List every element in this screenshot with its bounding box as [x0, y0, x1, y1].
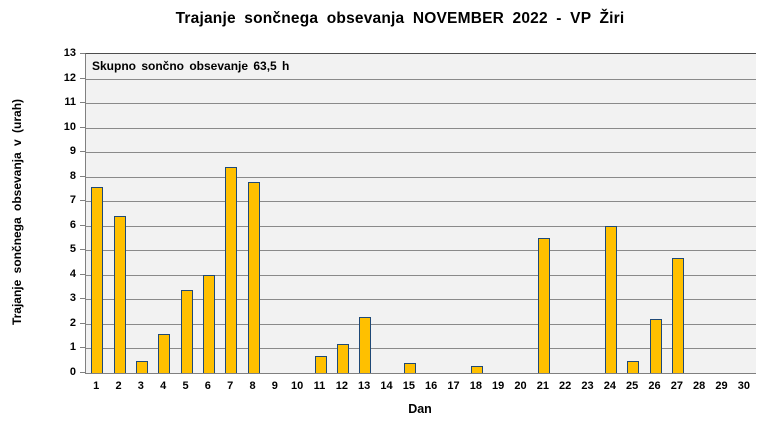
x-tick-label: 13 — [358, 380, 371, 392]
bar-day-5 — [180, 289, 193, 373]
x-axis-title: Dan — [408, 402, 432, 416]
bar-day-27 — [671, 257, 684, 373]
x-tick-label: 30 — [737, 380, 750, 392]
y-tick-label: 1 — [69, 341, 76, 354]
y-tick — [80, 372, 85, 373]
y-tick — [80, 224, 85, 226]
y-tick-label: 2 — [69, 316, 76, 329]
y-tick — [80, 126, 85, 128]
bar-day-26 — [649, 319, 662, 373]
x-tick-label: 21 — [536, 380, 549, 392]
x-tick-label: 18 — [469, 380, 482, 392]
x-tick-label: 8 — [249, 380, 256, 392]
bar-day-8 — [247, 181, 260, 373]
x-tick-label: 19 — [492, 380, 505, 392]
x-tick-label: 22 — [559, 380, 572, 392]
y-tick-label: 11 — [64, 96, 76, 109]
y-tick-label: 7 — [69, 194, 76, 207]
gridline — [86, 78, 756, 80]
y-tick — [80, 200, 85, 202]
y-tick — [80, 273, 85, 275]
chart-title: Trajanje sončnega obsevanja NOVEMBER 202… — [175, 10, 625, 27]
gridline — [86, 127, 756, 129]
y-tick-label: 12 — [63, 71, 76, 84]
gridline — [86, 348, 756, 350]
total-sunshine-annotation: Skupno sončno obsevanje 63,5 h — [92, 59, 290, 73]
x-tick-label: 25 — [626, 380, 639, 392]
y-axis-title: Trajanje sončnega obsevanja v (urah) — [10, 98, 24, 326]
y-tick-label: 4 — [69, 267, 76, 280]
gridline — [86, 176, 756, 178]
plot-area: Skupno sončno obsevanje 63,5 h — [85, 53, 756, 374]
x-tick-label: 6 — [204, 380, 211, 392]
bar-day-11 — [314, 355, 327, 373]
y-tick — [80, 151, 85, 153]
gridline — [86, 323, 756, 325]
y-tick — [80, 175, 85, 177]
y-tick — [80, 298, 85, 300]
x-tick-label: 26 — [648, 380, 661, 392]
x-tick-label: 11 — [313, 380, 326, 392]
bar-day-7 — [225, 166, 238, 373]
bar-day-25 — [627, 360, 640, 373]
y-tick-label: 13 — [63, 47, 76, 59]
gridline — [86, 225, 756, 227]
bar-day-24 — [604, 225, 617, 373]
x-tick-label: 9 — [271, 380, 278, 392]
x-tick-label: 14 — [380, 380, 393, 392]
gridline — [86, 274, 756, 276]
y-tick-label: 6 — [69, 218, 76, 231]
y-tick — [80, 102, 85, 104]
x-tick-label: 27 — [670, 380, 683, 392]
x-tick-label: 16 — [425, 380, 438, 392]
y-tick-label: 5 — [69, 243, 76, 256]
gridline — [86, 299, 756, 301]
y-tick-label: 3 — [69, 292, 76, 305]
gridline — [86, 152, 756, 154]
gridline — [86, 250, 756, 252]
bar-day-1 — [91, 186, 104, 373]
bar-day-18 — [470, 365, 483, 373]
y-tick-label: 10 — [63, 120, 76, 133]
y-tick — [80, 322, 85, 324]
x-tick-label: 23 — [581, 380, 594, 392]
x-tick-label: 10 — [291, 380, 304, 392]
y-tick-label: 9 — [69, 145, 76, 158]
x-tick-label: 15 — [402, 380, 415, 392]
bar-day-4 — [158, 333, 171, 373]
x-tick-label: 5 — [182, 380, 189, 392]
x-tick-label: 12 — [335, 380, 348, 392]
x-tick-label: 7 — [227, 380, 234, 392]
y-tick — [80, 77, 85, 79]
gridline — [86, 201, 756, 203]
bar-day-6 — [202, 274, 215, 373]
x-tick-label: 1 — [93, 380, 100, 392]
bar-day-15 — [403, 363, 416, 373]
x-tick-label: 4 — [160, 380, 167, 392]
bar-day-13 — [359, 316, 372, 373]
x-tick-label: 20 — [514, 380, 527, 392]
bar-day-2 — [113, 215, 126, 373]
x-tick-label: 17 — [447, 380, 460, 392]
y-tick — [80, 53, 85, 54]
bar-day-12 — [336, 343, 349, 373]
x-tick-label: 2 — [115, 380, 122, 392]
y-tick — [80, 347, 85, 349]
gridline — [86, 103, 756, 105]
bar-day-21 — [537, 238, 550, 373]
y-tick-label: 8 — [69, 169, 76, 182]
y-tick-label: 0 — [69, 366, 76, 378]
bar-day-3 — [135, 360, 148, 373]
x-tick-label: 24 — [603, 380, 616, 392]
x-tick-label: 28 — [693, 380, 706, 392]
x-tick-label: 3 — [137, 380, 144, 392]
x-tick-label: 29 — [715, 380, 728, 392]
y-tick — [80, 249, 85, 251]
